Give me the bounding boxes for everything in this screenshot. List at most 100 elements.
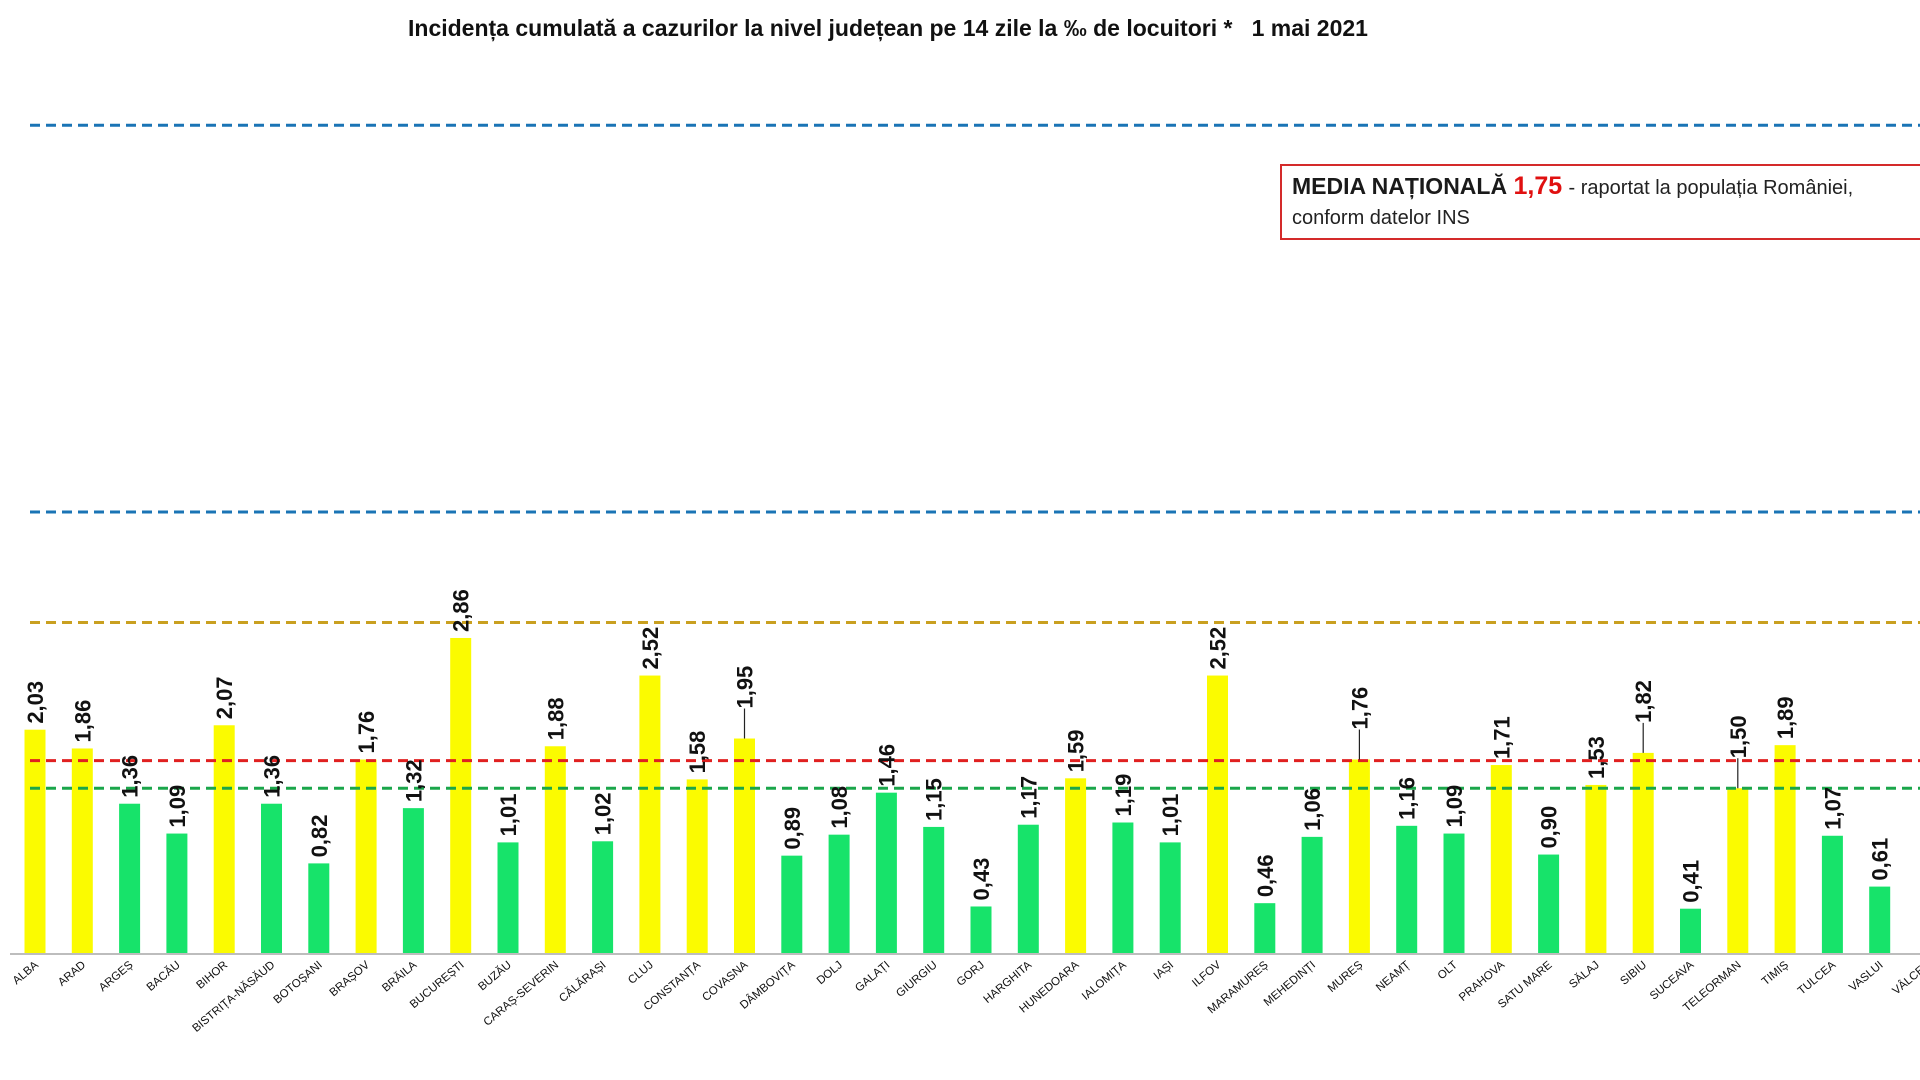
category-label: BISTRIȚA-NĂSĂUD (190, 958, 278, 1034)
category-label: IALOMIȚA (1080, 959, 1129, 1003)
value-label: 2,07 (212, 676, 237, 719)
category-label: MEHEDINȚI (1262, 959, 1318, 1009)
value-label: 1,89 (1773, 696, 1798, 739)
value-label: 1,07 (1820, 787, 1845, 830)
value-label: 1,19 (1111, 774, 1136, 817)
category-label: BUZĂU (476, 958, 514, 993)
category-label: CLUJ (626, 959, 656, 987)
value-label: 2,52 (638, 627, 663, 670)
bar (355, 759, 377, 954)
bar (1348, 759, 1370, 954)
category-label: NEAMȚ (1374, 959, 1413, 994)
category-label: VASLUI (1847, 959, 1885, 994)
bar (1774, 745, 1796, 954)
bar (24, 729, 46, 954)
national-average-line1: MEDIA NAȚIONALĂ 1,75 - raportat la popul… (1292, 170, 1920, 204)
category-label: BACĂU (144, 958, 183, 993)
national-average-box: MEDIA NAȚIONALĂ 1,75 - raportat la popul… (1280, 164, 1920, 240)
bar (639, 675, 661, 954)
category-label: ARAD (56, 959, 88, 989)
national-average-source: conform datelor INS (1292, 207, 1470, 229)
bar (1254, 903, 1276, 954)
category-label: ARGEȘ (97, 959, 136, 994)
bar (213, 725, 235, 954)
category-label: OLT (1436, 959, 1460, 982)
bar (1680, 908, 1701, 954)
value-label: 1,01 (1158, 794, 1183, 837)
value-label: 0,46 (1253, 854, 1278, 897)
value-label: 1,15 (922, 778, 947, 821)
category-label: GALAȚI (853, 959, 892, 994)
value-label: 1,17 (1016, 776, 1041, 819)
bar (544, 746, 566, 954)
value-label: 1,88 (543, 697, 568, 740)
category-label: ILFOV (1190, 959, 1223, 990)
category-label: GORJ (955, 959, 987, 989)
chart-title: Incidența cumulată a cazurilor la nivel … (408, 15, 1368, 41)
value-label: 1,95 (733, 666, 758, 709)
value-label: 1,59 (1064, 729, 1089, 772)
bar (828, 834, 850, 954)
value-label: 1,46 (874, 744, 899, 787)
bar (1821, 835, 1843, 954)
bar (923, 826, 945, 954)
category-label: BOTOȘANI (272, 959, 325, 1006)
bar (71, 748, 93, 954)
category-label: ALBA (11, 959, 41, 987)
bar (119, 803, 141, 954)
category-label: BIHOR (195, 959, 231, 992)
bar (308, 863, 330, 954)
value-label: 0,90 (1537, 806, 1562, 849)
category-label: SĂLAJ (1567, 958, 1602, 991)
category-label: MUREȘ (1326, 959, 1366, 995)
value-label: 1,53 (1584, 736, 1609, 779)
category-label: TIMIȘ (1760, 959, 1791, 988)
bar (1065, 778, 1087, 954)
category-label: SUCEAVA (1648, 959, 1697, 1003)
value-label: 1,71 (1489, 716, 1514, 759)
national-average-value: 1,75 (1513, 172, 1563, 200)
category-label: GIURGIU (894, 959, 939, 1000)
value-label: 0,61 (1868, 838, 1893, 881)
national-average-label: MEDIA NAȚIONALĂ (1292, 173, 1508, 199)
bar (734, 738, 755, 954)
category-label: BRAȘOV (328, 959, 373, 999)
bar (781, 855, 803, 954)
value-label: 1,36 (260, 755, 285, 798)
category-label: IAȘI (1152, 959, 1176, 982)
value-label: 1,50 (1726, 715, 1751, 758)
value-label: 1,01 (496, 794, 521, 837)
category-label: DOLJ (815, 959, 845, 987)
value-label: 1,82 (1631, 680, 1656, 723)
value-label: 2,52 (1206, 627, 1231, 670)
bar (166, 833, 188, 954)
bar (1727, 788, 1749, 954)
bar (450, 637, 472, 954)
value-label: 1,08 (827, 786, 852, 829)
bar (1207, 675, 1228, 954)
category-label: BRĂILA (380, 958, 420, 994)
national-average-suffix: - raportat la populația României, (1568, 177, 1854, 199)
value-label: 1,76 (1347, 687, 1372, 730)
value-label: 1,86 (70, 700, 95, 743)
category-label: VÂLCEA (1890, 958, 1920, 997)
value-label: 1,09 (1442, 785, 1467, 828)
value-label: 2,03 (23, 681, 48, 724)
bar (592, 841, 614, 954)
value-label: 0,89 (780, 807, 805, 850)
value-label: 1,02 (591, 792, 616, 835)
bar (402, 808, 424, 954)
category-label: COVASNA (700, 959, 750, 1004)
bar (1301, 836, 1323, 954)
bar (1632, 752, 1654, 954)
bar (875, 792, 897, 954)
value-label: 2,86 (449, 589, 474, 632)
bar (1017, 824, 1039, 954)
value-label: 1,32 (401, 759, 426, 802)
value-label: 1,16 (1395, 777, 1420, 820)
value-label: 1,58 (685, 731, 710, 774)
bar (1538, 854, 1560, 954)
value-label: 1,36 (118, 755, 143, 798)
bar (1585, 784, 1607, 954)
